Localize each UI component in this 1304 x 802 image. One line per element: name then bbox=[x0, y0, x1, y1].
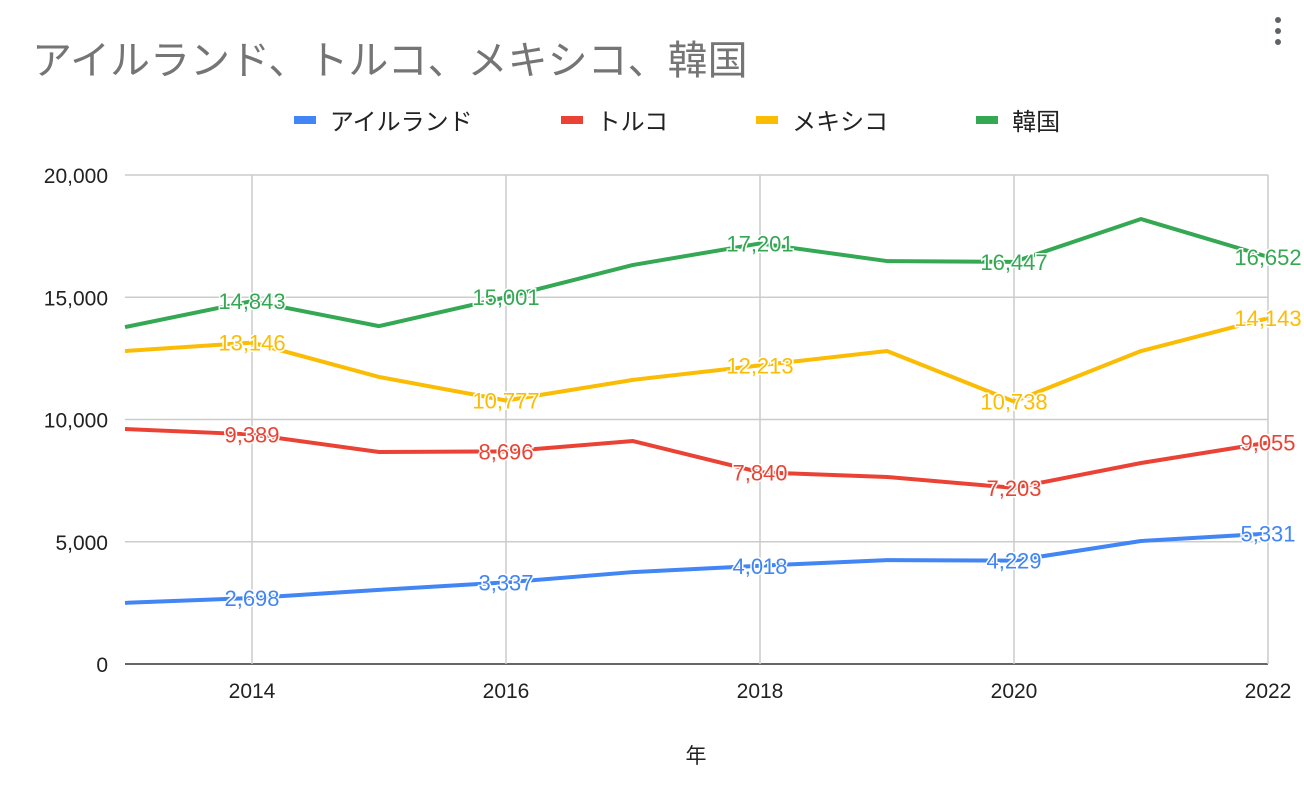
series-line-2 bbox=[124, 316, 1269, 404]
data-label: 4,229 bbox=[986, 549, 1041, 574]
legend-label: 韓国 bbox=[1012, 109, 1061, 136]
y-tick-label: 15,000 bbox=[44, 287, 108, 310]
y-tick-label: 20,000 bbox=[44, 165, 108, 188]
data-label: 17,201 bbox=[726, 231, 793, 256]
data-label: 7,203 bbox=[986, 476, 1041, 501]
legend-item-mexico[interactable]: メキシコ bbox=[756, 102, 888, 137]
data-label: 9,389 bbox=[224, 422, 279, 447]
legend-label: トルコ bbox=[596, 109, 669, 136]
data-label: 8,696 bbox=[478, 439, 533, 464]
y-tick-label: 10,000 bbox=[44, 410, 108, 433]
data-label: 13,146 bbox=[218, 331, 285, 356]
data-label: 14,143 bbox=[1234, 306, 1301, 331]
series-line-1 bbox=[124, 427, 1269, 490]
legend-item-ireland[interactable]: アイルランド bbox=[293, 102, 473, 137]
data-label: 12,213 bbox=[726, 353, 793, 378]
y-tick-label: 5,000 bbox=[55, 532, 108, 555]
x-tick-label: 2014 bbox=[229, 680, 276, 703]
data-label: 10,738 bbox=[980, 389, 1047, 414]
chart-menu-kebab-icon[interactable] bbox=[1268, 14, 1288, 50]
data-label: 7,840 bbox=[732, 460, 787, 485]
data-label: 16,652 bbox=[1234, 245, 1301, 270]
x-axis-title: 年 bbox=[686, 745, 707, 768]
data-label: 9,055 bbox=[1240, 431, 1295, 456]
data-label: 16,447 bbox=[980, 250, 1047, 275]
x-tick-label: 2018 bbox=[737, 680, 784, 703]
legend-swatch bbox=[976, 115, 999, 124]
chart-title: アイルランド、トルコ、メキシコ、韓国 bbox=[32, 39, 748, 83]
y-tick-label: 0 bbox=[96, 654, 108, 677]
legend-swatch bbox=[293, 115, 316, 124]
data-label: 5,331 bbox=[1240, 522, 1295, 547]
data-label: 3,337 bbox=[478, 570, 533, 595]
x-tick-label: 2016 bbox=[483, 680, 530, 703]
legend-label: メキシコ bbox=[792, 109, 889, 136]
data-label: 14,843 bbox=[218, 289, 285, 314]
legend-label: アイルランド bbox=[329, 109, 473, 136]
data-label: 4,018 bbox=[732, 554, 787, 579]
data-label: 10,777 bbox=[472, 389, 539, 414]
legend-swatch bbox=[756, 115, 779, 124]
x-tick-label: 2022 bbox=[1245, 680, 1292, 703]
x-tick-label: 2020 bbox=[991, 680, 1038, 703]
series-line-3 bbox=[124, 217, 1269, 330]
legend-swatch bbox=[560, 115, 583, 124]
series-line-0 bbox=[124, 531, 1269, 605]
legend-item-korea[interactable]: 韓国 bbox=[976, 102, 1060, 137]
legend-item-turkey[interactable]: トルコ bbox=[560, 102, 669, 137]
legend: アイルランド トルコ メキシコ 韓国 bbox=[0, 102, 1304, 137]
data-label: 2,698 bbox=[224, 586, 279, 611]
data-label: 15,001 bbox=[472, 285, 539, 310]
